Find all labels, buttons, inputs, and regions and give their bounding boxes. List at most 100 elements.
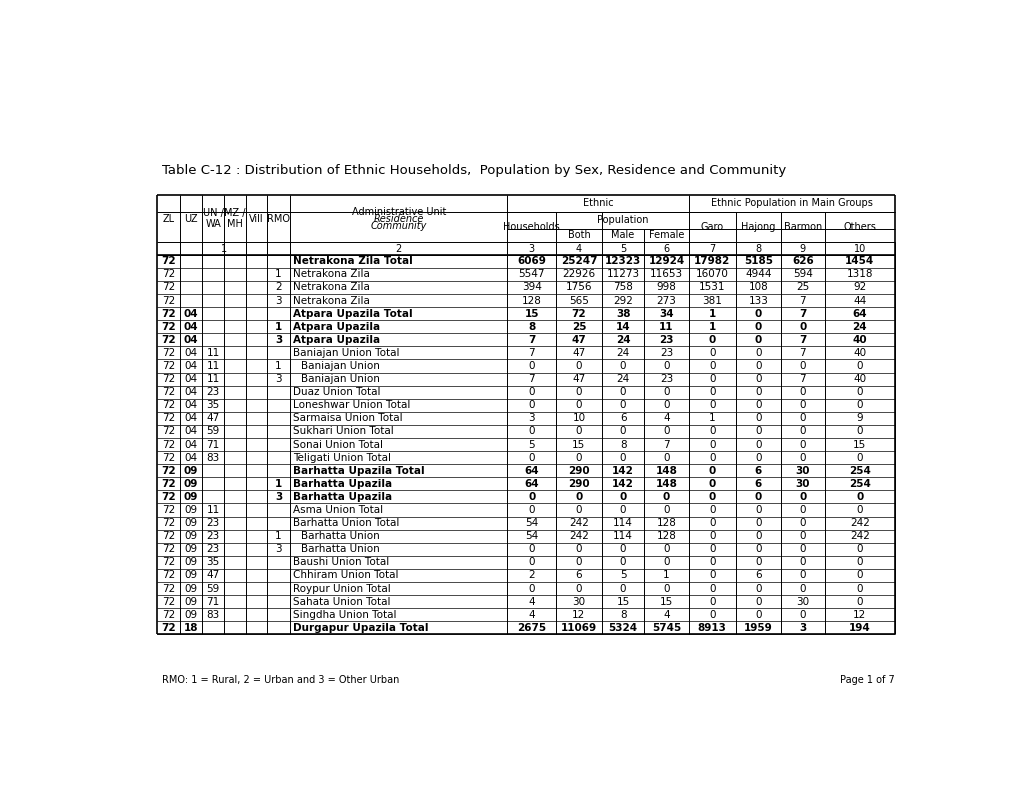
Text: 09: 09 bbox=[184, 610, 198, 619]
Text: 6: 6 bbox=[754, 466, 761, 476]
Text: Barmon: Barmon bbox=[783, 222, 821, 232]
Text: 0: 0 bbox=[799, 440, 805, 449]
Text: 7: 7 bbox=[799, 335, 806, 345]
Text: 22926: 22926 bbox=[561, 269, 595, 280]
Text: 7: 7 bbox=[662, 440, 669, 449]
Text: Baniajan Union Total: Baniajan Union Total bbox=[293, 348, 399, 358]
Text: 11653: 11653 bbox=[649, 269, 683, 280]
Text: 0: 0 bbox=[528, 426, 534, 437]
Text: 242: 242 bbox=[569, 518, 588, 528]
Text: Female: Female bbox=[648, 230, 684, 240]
Text: Barhatta Union: Barhatta Union bbox=[301, 545, 379, 554]
Text: 0: 0 bbox=[528, 400, 534, 411]
Text: 92: 92 bbox=[853, 282, 866, 292]
Text: 23: 23 bbox=[206, 387, 219, 397]
Text: 0: 0 bbox=[856, 597, 862, 607]
Text: 09: 09 bbox=[184, 597, 198, 607]
Text: 0: 0 bbox=[528, 557, 534, 567]
Text: 242: 242 bbox=[569, 531, 588, 541]
Text: 0: 0 bbox=[575, 361, 582, 371]
Text: Duaz Union Total: Duaz Union Total bbox=[293, 387, 380, 397]
Text: Table C-12 : Distribution of Ethnic Households,  Population by Sex, Residence an: Table C-12 : Distribution of Ethnic Hous… bbox=[162, 164, 786, 177]
Text: 35: 35 bbox=[206, 557, 219, 567]
Text: 0: 0 bbox=[754, 597, 761, 607]
Text: Ethnic Population in Main Groups: Ethnic Population in Main Groups bbox=[710, 198, 872, 208]
Text: 40: 40 bbox=[853, 374, 865, 384]
Text: 15: 15 bbox=[853, 440, 866, 449]
Text: 0: 0 bbox=[856, 545, 862, 554]
Text: 0: 0 bbox=[754, 505, 761, 515]
Text: 72: 72 bbox=[162, 374, 175, 384]
Text: 18: 18 bbox=[183, 623, 198, 633]
Text: 0: 0 bbox=[754, 610, 761, 619]
Text: 5547: 5547 bbox=[518, 269, 544, 280]
Text: 290: 290 bbox=[568, 479, 589, 489]
Text: 0: 0 bbox=[708, 492, 715, 502]
Text: 0: 0 bbox=[754, 322, 761, 332]
Text: 04: 04 bbox=[184, 361, 198, 371]
Text: 4944: 4944 bbox=[744, 269, 770, 280]
Text: 381: 381 bbox=[702, 296, 721, 306]
Text: 72: 72 bbox=[161, 256, 175, 266]
Text: 0: 0 bbox=[754, 414, 761, 423]
Text: 0: 0 bbox=[708, 440, 714, 449]
Text: 758: 758 bbox=[612, 282, 633, 292]
Text: 0: 0 bbox=[708, 597, 714, 607]
Text: 0: 0 bbox=[799, 426, 805, 437]
Text: 7: 7 bbox=[799, 374, 805, 384]
Text: 0: 0 bbox=[754, 518, 761, 528]
Text: 7: 7 bbox=[799, 348, 805, 358]
Text: 626: 626 bbox=[792, 256, 813, 266]
Text: 1454: 1454 bbox=[845, 256, 873, 266]
Text: 0: 0 bbox=[575, 557, 582, 567]
Text: 5745: 5745 bbox=[651, 623, 681, 633]
Text: 7: 7 bbox=[528, 335, 535, 345]
Text: 0: 0 bbox=[620, 557, 626, 567]
Text: 54: 54 bbox=[525, 518, 538, 528]
Text: 5324: 5324 bbox=[608, 623, 637, 633]
Text: 0: 0 bbox=[662, 452, 669, 463]
Text: 72: 72 bbox=[162, 531, 175, 541]
Text: 72: 72 bbox=[162, 545, 175, 554]
Text: 0: 0 bbox=[708, 426, 714, 437]
Text: 7: 7 bbox=[799, 309, 806, 318]
Text: 64: 64 bbox=[524, 466, 538, 476]
Text: 8: 8 bbox=[754, 243, 760, 254]
Text: 0: 0 bbox=[575, 584, 582, 593]
Text: 1318: 1318 bbox=[846, 269, 872, 280]
Text: Atpara Upazila: Atpara Upazila bbox=[293, 322, 380, 332]
Text: 8: 8 bbox=[528, 322, 535, 332]
Text: 6: 6 bbox=[754, 571, 761, 581]
Text: 1756: 1756 bbox=[566, 282, 592, 292]
Text: Barhatta Union Total: Barhatta Union Total bbox=[293, 518, 399, 528]
Text: 72: 72 bbox=[162, 387, 175, 397]
Text: Barhatta Upazila: Barhatta Upazila bbox=[293, 479, 392, 489]
Text: 3: 3 bbox=[275, 492, 282, 502]
Text: 24: 24 bbox=[615, 374, 629, 384]
Text: 0: 0 bbox=[620, 426, 626, 437]
Text: 0: 0 bbox=[528, 492, 535, 502]
Text: Others: Others bbox=[843, 222, 875, 232]
Text: Barhatta Upazila Total: Barhatta Upazila Total bbox=[293, 466, 425, 476]
Text: Administrative Unit: Administrative Unit bbox=[352, 207, 445, 217]
Text: 09: 09 bbox=[184, 545, 198, 554]
Text: 0: 0 bbox=[662, 492, 669, 502]
Text: 0: 0 bbox=[856, 387, 862, 397]
Text: 1: 1 bbox=[708, 414, 715, 423]
Text: 72: 72 bbox=[161, 479, 175, 489]
Text: 47: 47 bbox=[206, 414, 219, 423]
Text: 594: 594 bbox=[792, 269, 812, 280]
Text: 1531: 1531 bbox=[698, 282, 725, 292]
Text: 0: 0 bbox=[620, 505, 626, 515]
Text: 0: 0 bbox=[856, 584, 862, 593]
Text: 7: 7 bbox=[528, 348, 534, 358]
Text: 242: 242 bbox=[849, 518, 869, 528]
Text: 38: 38 bbox=[615, 309, 630, 318]
Text: 0: 0 bbox=[575, 387, 582, 397]
Text: 0: 0 bbox=[708, 571, 714, 581]
Text: 09: 09 bbox=[184, 518, 198, 528]
Text: 0: 0 bbox=[856, 426, 862, 437]
Text: 30: 30 bbox=[796, 597, 809, 607]
Text: 1959: 1959 bbox=[743, 623, 772, 633]
Text: 5: 5 bbox=[528, 440, 534, 449]
